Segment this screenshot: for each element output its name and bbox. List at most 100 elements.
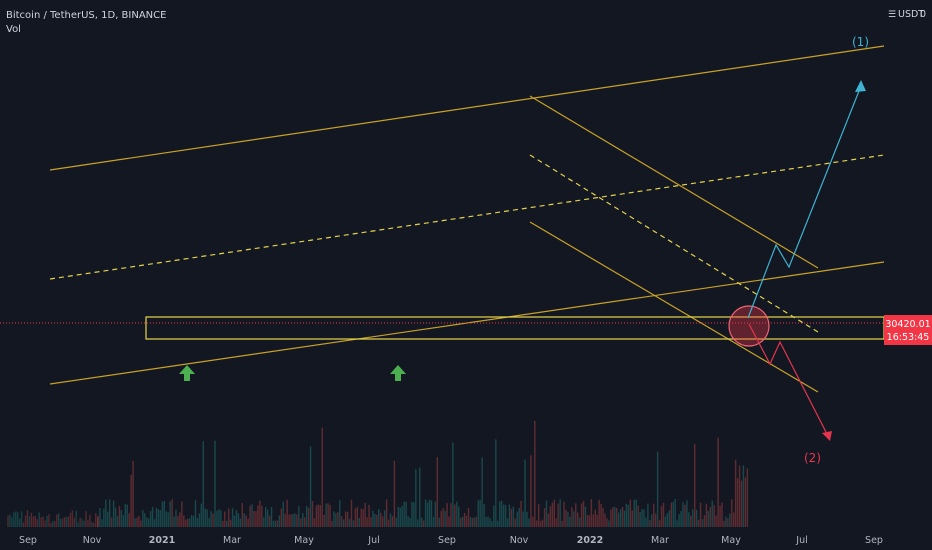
volume-bar xyxy=(707,510,710,527)
volume-bar xyxy=(725,516,727,527)
volume-bar xyxy=(590,499,593,527)
volume-bar xyxy=(305,505,308,527)
highlight-circle[interactable] xyxy=(728,305,770,347)
volume-bar xyxy=(40,517,42,527)
volume-bar xyxy=(633,499,635,527)
volume-bar xyxy=(481,457,483,527)
volume-bar xyxy=(600,503,602,527)
volume-bar xyxy=(327,503,329,527)
volume-bar xyxy=(727,518,729,527)
settings-icon[interactable]: ☰ xyxy=(888,10,896,20)
countdown-timer: 16:53:45 xyxy=(887,332,930,343)
volume-bar xyxy=(697,519,700,527)
volume-bar xyxy=(235,510,238,527)
axis-zero-label: 0 xyxy=(920,9,926,20)
volume-bar xyxy=(647,503,649,527)
volume-bar xyxy=(75,510,77,527)
volume-bar xyxy=(126,504,128,527)
drawing-tools: (1) (2) xyxy=(0,35,885,465)
volume-bar xyxy=(524,459,526,527)
volume-bar xyxy=(485,516,487,527)
volume-bar xyxy=(122,515,125,527)
volume-bar xyxy=(11,517,13,527)
volume-bar xyxy=(344,511,347,527)
volume-bar xyxy=(616,507,618,527)
channel-middle-line[interactable] xyxy=(49,154,885,280)
volume-bar xyxy=(212,513,214,527)
descending-channel-upper[interactable] xyxy=(529,95,819,269)
volume-bar xyxy=(510,508,513,527)
volume-bar xyxy=(247,518,249,527)
volume-bar xyxy=(389,513,392,527)
volume-bar xyxy=(493,505,495,527)
volume-bar xyxy=(140,520,142,527)
volume-bar xyxy=(711,500,713,527)
volume-bar xyxy=(44,520,46,527)
volume-bar xyxy=(709,507,711,527)
volume-bar xyxy=(629,499,632,527)
volume-bar xyxy=(705,503,708,527)
volume-bar xyxy=(664,516,667,527)
volume-bar xyxy=(368,504,370,527)
support-arrow-up-icon xyxy=(390,365,406,381)
volume-bar xyxy=(190,514,193,527)
volume-bar xyxy=(686,500,688,527)
volume-bar xyxy=(383,510,386,527)
volume-bar xyxy=(382,516,384,527)
volume-bar xyxy=(495,439,497,527)
volume-bar xyxy=(674,499,676,527)
volume-bar xyxy=(239,518,242,527)
volume-bar xyxy=(130,474,132,527)
volume-bar xyxy=(428,500,431,527)
volume-bar xyxy=(746,468,749,527)
currency-selector-button[interactable]: USDT xyxy=(898,9,924,20)
volume-bar xyxy=(208,517,210,527)
volume-bar xyxy=(508,504,511,527)
volume-bar xyxy=(144,513,146,527)
volume-bar xyxy=(491,520,493,527)
symbol-title[interactable]: Bitcoin / TetherUS, 1D, BINANCE xyxy=(6,10,166,21)
volume-bar xyxy=(22,522,25,527)
volume-indicator-label[interactable]: Vol xyxy=(6,24,21,35)
volume-bar xyxy=(13,512,15,527)
bullish-path[interactable] xyxy=(747,85,862,319)
volume-bar xyxy=(50,522,52,527)
volume-bar xyxy=(233,515,236,527)
volume-bar xyxy=(364,502,366,527)
volume-bar xyxy=(598,499,600,527)
volume-bar xyxy=(516,511,518,527)
volume-bar xyxy=(339,500,341,527)
channel-upper-line[interactable] xyxy=(49,45,885,171)
bearish-path[interactable] xyxy=(748,323,829,437)
volume-bar xyxy=(637,505,639,527)
volume-bar xyxy=(224,511,226,527)
volume-bar xyxy=(676,520,678,527)
descending-channel-middle[interactable] xyxy=(529,154,819,333)
volume-bar xyxy=(467,507,470,527)
volume-bar xyxy=(723,520,725,527)
volume-bar xyxy=(280,508,282,527)
volume-bar xyxy=(56,514,58,527)
channel-lower-line[interactable] xyxy=(49,261,885,385)
volume-bar xyxy=(134,518,136,527)
volume-bar xyxy=(163,500,165,527)
volume-bar xyxy=(545,500,548,527)
volume-bar xyxy=(387,519,390,527)
time-axis-label: 2021 xyxy=(149,535,175,546)
volume-bar xyxy=(670,502,672,527)
volume-bar xyxy=(19,518,21,527)
volume-bar xyxy=(159,510,162,527)
volume-bar xyxy=(204,508,206,527)
volume-bar xyxy=(463,512,466,527)
volume-bar xyxy=(729,513,731,527)
volume-bar xyxy=(450,503,452,527)
volume-bar xyxy=(499,501,501,527)
scenario-down-label: (2) xyxy=(804,451,821,465)
volume-bar xyxy=(179,512,181,527)
volume-bar xyxy=(286,499,288,527)
time-axis[interactable]: Sep Nov 2021 Mar May Jul Sep Nov 2022 Mar May Jul Se… xyxy=(19,535,883,546)
volume-bar xyxy=(38,512,40,527)
volume-bar xyxy=(206,509,208,527)
volume-bar xyxy=(487,516,489,527)
